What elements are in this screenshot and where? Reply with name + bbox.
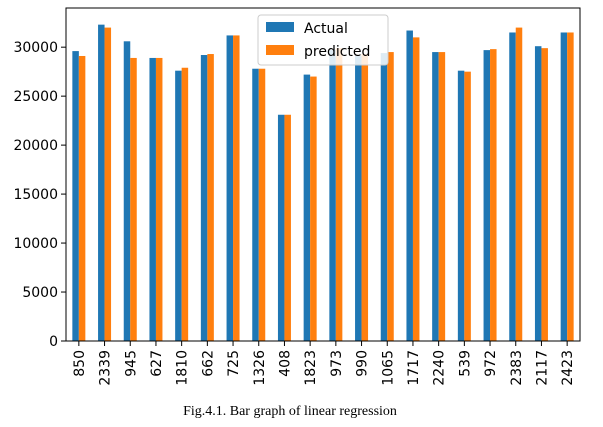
y-tick-label: 15000: [13, 187, 58, 203]
x-tick-label: 945: [123, 350, 139, 377]
bar-actual-2117: [534, 46, 542, 342]
bar-predicted-662: [207, 54, 214, 342]
bar-actual-945: [123, 41, 131, 342]
figure-caption: Fig.4.1. Bar graph of linear regression: [183, 404, 397, 419]
bars-layer: [72, 24, 574, 342]
bar-actual-1065: [380, 53, 388, 341]
bar-predicted-2383: [515, 27, 523, 342]
bar-predicted-2423: [567, 32, 574, 342]
bar-actual-1823: [303, 74, 311, 341]
bar-actual-1717: [406, 30, 413, 342]
y-tick-label: 5000: [22, 285, 58, 301]
bar-actual-972: [483, 50, 491, 341]
bar-actual-725: [226, 35, 234, 342]
bar-predicted-2339: [104, 27, 112, 342]
bar-predicted-408: [284, 114, 291, 341]
bar-predicted-1326: [258, 68, 266, 342]
bar-predicted-2117: [541, 48, 548, 341]
x-tick-label: 539: [457, 350, 473, 377]
x-tick-label: 990: [355, 350, 371, 377]
y-tick-label: 20000: [13, 138, 58, 154]
bar-predicted-990: [361, 54, 369, 342]
bar-actual-2240: [432, 52, 439, 342]
bar-actual-1326: [252, 68, 259, 342]
legend-label-actual: Actual: [304, 21, 348, 37]
x-tick-label: 725: [226, 350, 242, 377]
bar-actual-2423: [560, 32, 568, 342]
bar-actual-2339: [98, 24, 105, 342]
y-tick-label: 30000: [13, 40, 58, 56]
x-tick-label: 1810: [175, 350, 191, 386]
x-tick-label: 1326: [252, 350, 268, 386]
x-tick-label: 1065: [380, 350, 396, 386]
x-tick-label: 1717: [406, 350, 422, 386]
x-tick-label: 972: [483, 350, 499, 377]
plot-frame: [65, 7, 581, 342]
x-tick-label: 1823: [303, 350, 319, 386]
bar-predicted-972: [490, 49, 497, 342]
bar-predicted-945: [130, 57, 137, 341]
bar-actual-539: [457, 70, 465, 342]
bar-actual-408: [277, 114, 285, 341]
legend: Actual predicted: [257, 14, 389, 66]
bar-actual-990: [355, 55, 362, 341]
legend-swatch-predicted: [266, 45, 294, 55]
x-tick-label: 2240: [432, 350, 448, 386]
x-tick-label: 2339: [98, 350, 114, 386]
x-tick-label: 850: [72, 350, 88, 377]
bar-actual-850: [72, 51, 79, 341]
bar-predicted-973: [335, 48, 343, 341]
bar-predicted-1823: [310, 76, 317, 341]
bar-predicted-1717: [412, 37, 420, 341]
bar-predicted-539: [464, 71, 471, 341]
x-tick-label: 627: [149, 350, 165, 377]
bar-predicted-2240: [438, 52, 446, 342]
bar-actual-662: [200, 55, 208, 341]
bar-predicted-850: [78, 55, 86, 341]
x-tick-label: 2117: [534, 350, 550, 386]
bar-predicted-1065: [387, 52, 394, 342]
x-tick-label: 2423: [560, 350, 576, 386]
y-axis: 0 5000 10000 15000 20000 25000 30000: [13, 40, 66, 350]
y-tick-label: 25000: [13, 89, 58, 105]
x-tick-label: 2383: [509, 350, 525, 386]
legend-swatch-actual: [266, 22, 294, 32]
bar-actual-2383: [509, 32, 516, 342]
bar-actual-1810: [175, 70, 182, 342]
bar-predicted-627: [155, 57, 163, 341]
bar-predicted-725: [233, 35, 240, 342]
legend-label-predicted: predicted: [304, 44, 370, 60]
bar-actual-627: [149, 57, 156, 341]
x-tick-label: 973: [329, 350, 345, 377]
x-tick-label: 662: [200, 350, 216, 377]
bar-predicted-1810: [181, 67, 189, 342]
x-tick-label: 408: [277, 350, 293, 377]
bar-chart: 0 5000 10000 15000 20000 25000 30000 850 2339 94…: [13, 7, 581, 386]
y-tick-label: 10000: [13, 236, 58, 252]
y-tick-label: 0: [49, 334, 58, 350]
x-axis: 850 2339 945 627 1810 662 725 1326 408 1823 973 990…: [72, 341, 576, 386]
bar-actual-973: [329, 50, 336, 341]
